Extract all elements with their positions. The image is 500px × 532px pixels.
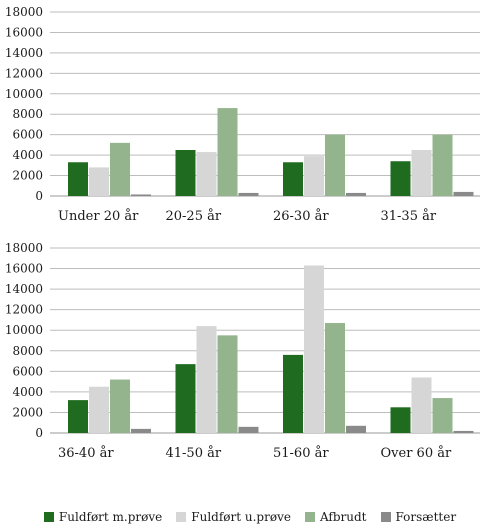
y-tick-label: 10000 — [5, 323, 43, 337]
y-tick-label: 14000 — [5, 46, 43, 60]
y-tick-label: 2000 — [12, 169, 43, 183]
bar — [432, 134, 453, 196]
bar — [432, 398, 453, 433]
legend-label: Fuldført m.prøve — [58, 510, 163, 524]
bar — [346, 192, 366, 196]
bar — [238, 426, 259, 433]
y-tick-label: 12000 — [5, 66, 43, 80]
bar — [453, 430, 474, 433]
legend-swatch — [176, 512, 187, 522]
bar — [325, 134, 345, 196]
y-tick-label: 16000 — [5, 262, 43, 276]
legend-item-fuldfort-u-prove: Fuldført u.prøve — [176, 510, 291, 524]
y-tick-label: 0 — [35, 189, 43, 203]
legend: Fuldført m.prøve Fuldført u.prøve Afbrud… — [0, 506, 500, 528]
bar — [304, 265, 324, 433]
y-tick-label: 6000 — [12, 128, 43, 142]
bar — [196, 152, 217, 196]
y-tick-label: 4000 — [12, 148, 43, 162]
bar — [175, 150, 196, 196]
y-tick-label: 10000 — [5, 87, 43, 101]
y-tick-label: 8000 — [12, 107, 43, 121]
bar — [453, 191, 474, 196]
bar — [238, 192, 259, 196]
bar — [283, 162, 303, 196]
x-category-label: 36-40 år — [58, 445, 114, 461]
y-tick-label: 2000 — [12, 405, 43, 419]
legend-item-fuldfort-m-prove: Fuldført m.prøve — [43, 510, 163, 524]
bar — [131, 194, 151, 196]
legend-swatch — [304, 512, 315, 522]
y-tick-label: 14000 — [5, 282, 43, 296]
bar — [283, 354, 303, 433]
y-tick-label: 18000 — [5, 5, 43, 19]
legend-label: Forsætter — [395, 510, 457, 524]
bar — [390, 161, 411, 196]
y-tick-label: 12000 — [5, 303, 43, 317]
x-category-label: Over 60 år — [381, 445, 452, 461]
bar — [304, 156, 324, 196]
y-tick-label: 6000 — [12, 364, 43, 378]
bar — [411, 150, 432, 196]
bar — [217, 335, 238, 433]
x-category-label: 26-30 år — [273, 208, 329, 224]
bar — [411, 377, 432, 433]
bar — [68, 400, 88, 433]
bar — [68, 162, 88, 196]
legend-item-afbrudt: Afbrudt — [304, 510, 367, 524]
bar — [196, 326, 217, 433]
bar — [325, 323, 345, 433]
bar — [346, 425, 366, 433]
y-tick-label: 16000 — [5, 25, 43, 39]
y-tick-label: 8000 — [12, 344, 43, 358]
bar — [110, 379, 130, 433]
y-tick-label: 18000 — [5, 241, 43, 255]
x-category-label: Under 20 år — [58, 208, 139, 224]
legend-label: Afbrudt — [319, 510, 367, 524]
x-category-label: 31-35 år — [381, 208, 437, 224]
legend-swatch — [380, 512, 391, 522]
x-category-label: 41-50 år — [166, 445, 222, 461]
legend-item-forsaetter: Forsætter — [380, 510, 457, 524]
bar — [110, 142, 130, 196]
y-tick-label: 4000 — [12, 385, 43, 399]
bar — [89, 167, 109, 196]
y-tick-label: 0 — [35, 426, 43, 440]
legend-swatch — [43, 512, 54, 522]
x-category-label: 51-60 år — [273, 445, 329, 461]
bar — [89, 386, 109, 433]
bar — [390, 407, 411, 433]
x-category-label: 20-25 år — [166, 208, 222, 224]
bar — [217, 108, 238, 196]
bar — [131, 428, 151, 433]
bar — [175, 364, 196, 433]
legend-label: Fuldført u.prøve — [191, 510, 291, 524]
